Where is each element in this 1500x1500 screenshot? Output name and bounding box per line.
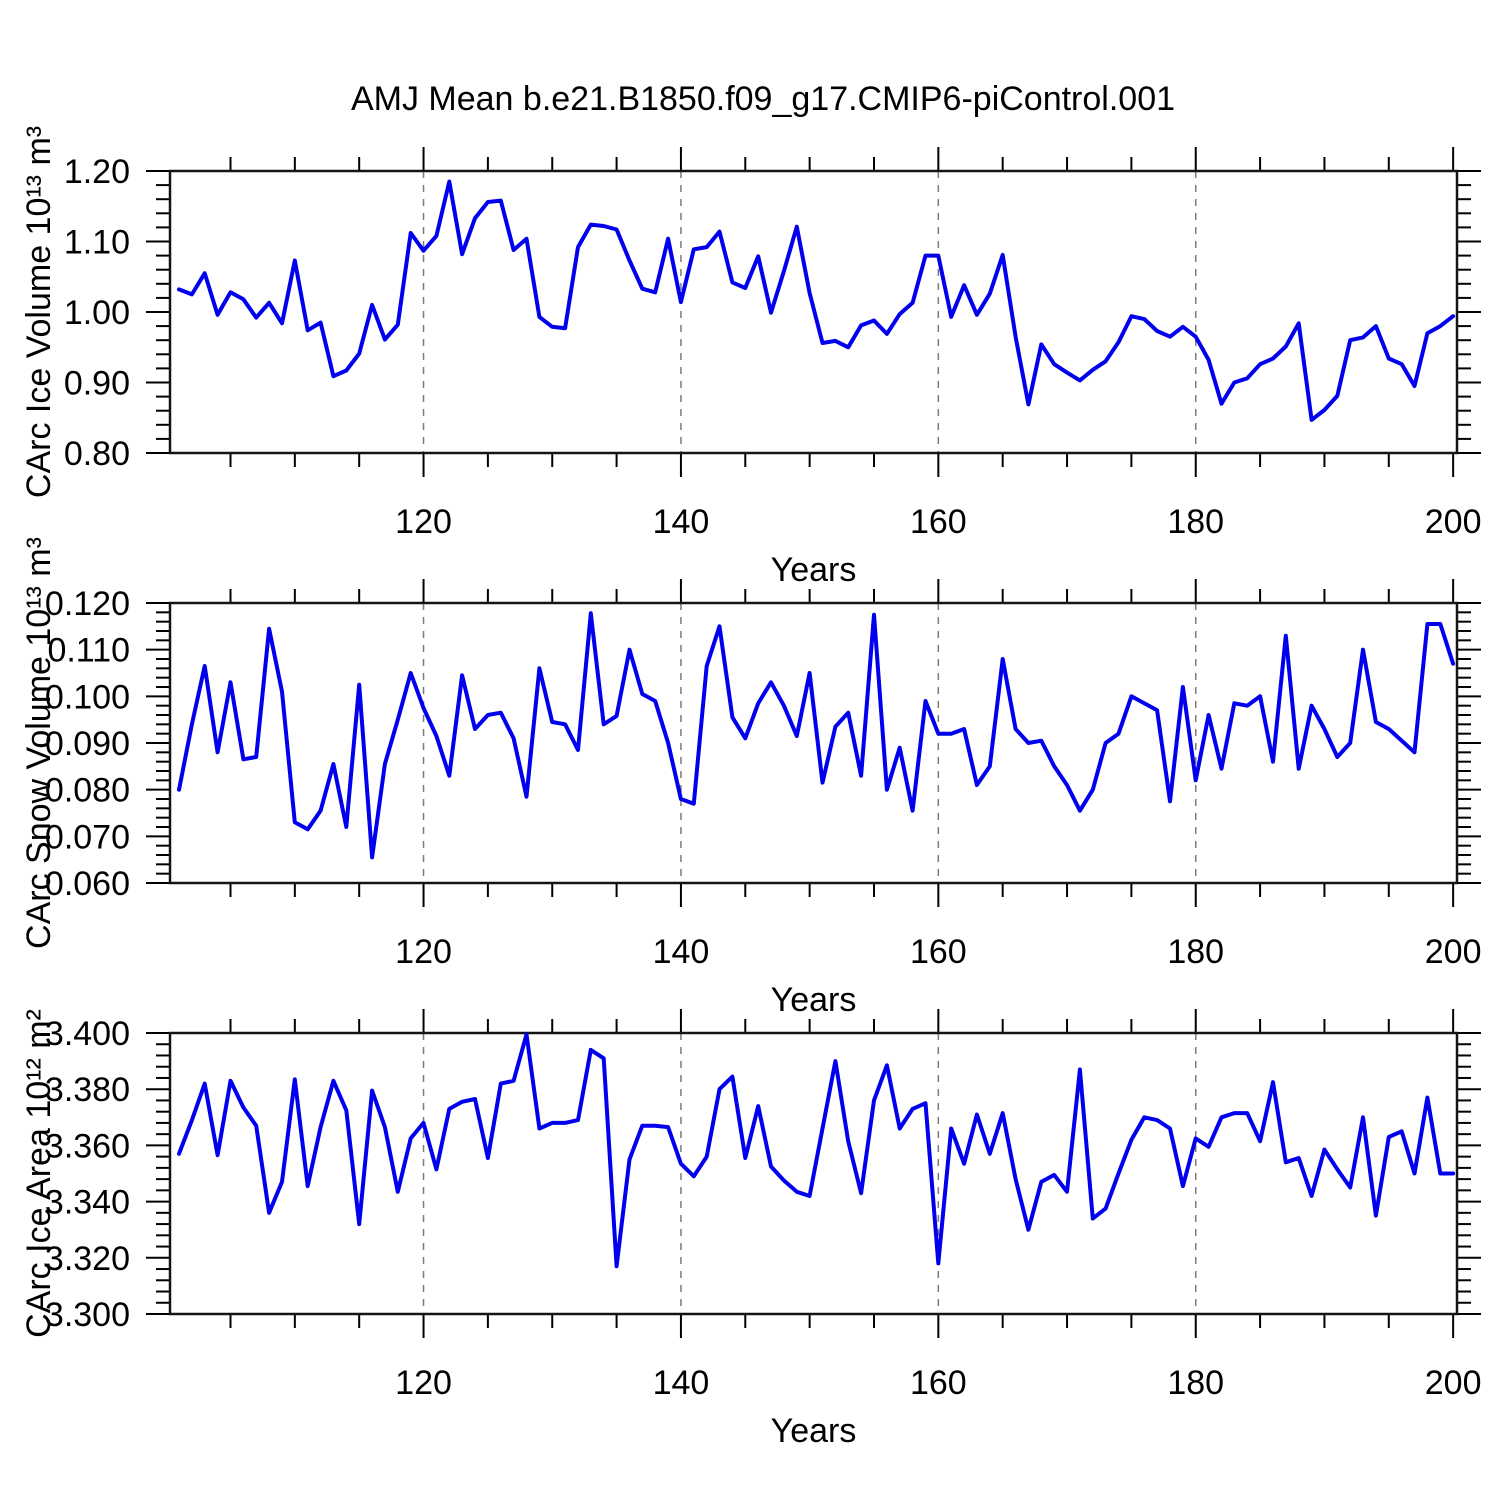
x-tick-label: 120 — [395, 503, 452, 541]
x-tick-label: 140 — [653, 503, 710, 541]
x-tick-label: 180 — [1167, 1364, 1224, 1402]
plot-frame — [168, 1031, 1459, 1316]
data-line — [177, 1032, 1456, 1269]
y-tick-label: 0.070 — [45, 818, 130, 856]
y-tick-label: 0.120 — [45, 585, 130, 623]
x-tick-label: 140 — [653, 933, 710, 971]
data-line — [177, 179, 1456, 422]
data-line — [177, 611, 1456, 860]
x-tick-label: 160 — [910, 1364, 967, 1402]
y-axis-title: CArc Ice Volume 10¹³ m³ — [20, 126, 58, 498]
plot-frame — [168, 601, 1459, 885]
x-tick-label: 160 — [910, 503, 967, 541]
y-tick-label: 1.10 — [64, 224, 130, 262]
panel-ice-volume: 120 140 160 180 200 0.80 0.90 1.00 1.10 1.20CArc … — [20, 126, 1482, 589]
y-tick-label: 3.360 — [45, 1127, 130, 1165]
plot-frame — [168, 169, 1459, 455]
x-axis-title: Years — [771, 981, 857, 1019]
y-tick-label: 0.060 — [45, 865, 130, 903]
y-tick-label: 0.80 — [64, 435, 130, 473]
y-tick-label: 1.00 — [64, 294, 130, 332]
y-tick-label: 0.100 — [45, 678, 130, 716]
y-tick-label: 3.380 — [45, 1071, 130, 1109]
y-tick-label: 0.080 — [45, 772, 130, 810]
x-tick-label: 120 — [395, 933, 452, 971]
panel-ice-area: 120 140 160 180 200 3.300 3.320 3.340 3.360 3.380… — [20, 1009, 1482, 1450]
y-tick-label: 0.090 — [45, 725, 130, 763]
y-tick-label: 3.300 — [45, 1296, 130, 1334]
x-axis-title: Years — [771, 1412, 857, 1450]
chart-title: AMJ Mean b.e21.B1850.f09_g17.CMIP6-piCon… — [350, 80, 1176, 118]
panel-snow-volume: 120 140 160 180 200 0.060 0.070 0.080 0.090 0.100… — [20, 537, 1482, 1019]
x-tick-label: 200 — [1425, 503, 1482, 541]
y-tick-label: 0.90 — [64, 365, 130, 403]
x-tick-label: 200 — [1425, 1364, 1482, 1402]
y-tick-label: 3.340 — [45, 1184, 130, 1222]
y-tick-label: 0.110 — [47, 632, 130, 670]
x-tick-label: 140 — [653, 1364, 710, 1402]
x-tick-label: 200 — [1425, 933, 1482, 971]
y-axis-title: CArc Snow Volume 10¹³ m³ — [20, 537, 58, 949]
x-tick-label: 160 — [910, 933, 967, 971]
y-tick-label: 3.320 — [45, 1240, 130, 1278]
x-tick-label: 180 — [1167, 503, 1224, 541]
y-tick-label: 3.400 — [45, 1015, 130, 1053]
y-axis-title: CArc Ice Area 10¹² m² — [20, 1009, 58, 1338]
x-tick-label: 180 — [1167, 933, 1224, 971]
y-tick-label: 1.20 — [64, 153, 130, 191]
x-axis-title: Years — [771, 551, 857, 589]
x-tick-label: 120 — [395, 1364, 452, 1402]
